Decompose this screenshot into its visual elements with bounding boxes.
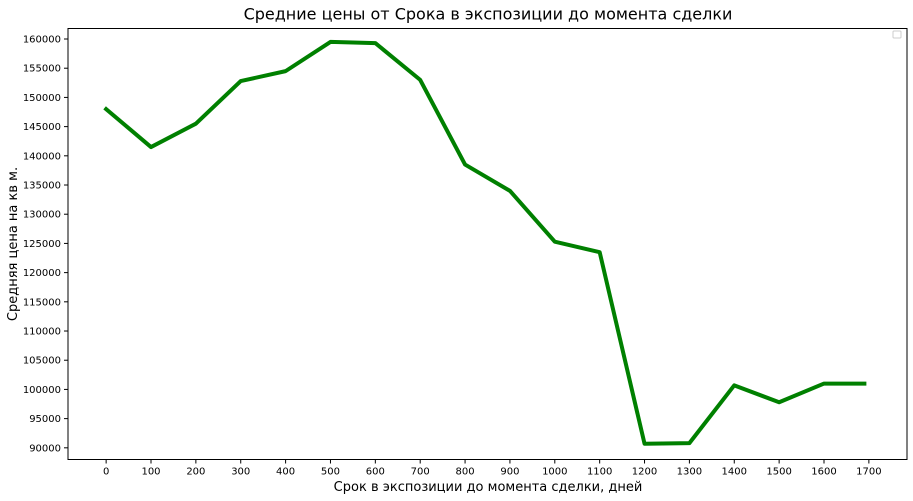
y-tick-label: 160000 — [23, 35, 61, 46]
x-tick-label: 1300 — [677, 467, 702, 478]
legend — [892, 30, 902, 39]
y-tick-label: 95000 — [29, 414, 61, 425]
x-tick-label: 600 — [366, 467, 385, 478]
x-tick-label: 800 — [456, 467, 475, 478]
chart-title: Средние цены от Срока в экспозиции до мо… — [244, 5, 733, 24]
data-point — [554, 241, 556, 243]
x-tick-label: 200 — [186, 467, 205, 478]
y-tick-label: 120000 — [23, 268, 61, 279]
data-point — [150, 146, 152, 148]
data-point — [644, 443, 646, 445]
data-point — [464, 164, 466, 166]
y-axis-label: Средняя цена на кв м. — [6, 167, 21, 321]
x-tick-label: 1700 — [856, 467, 881, 478]
y-tick-label: 105000 — [23, 356, 61, 367]
data-point — [823, 383, 825, 385]
data-point — [688, 442, 690, 444]
x-tick-label: 900 — [500, 467, 519, 478]
x-tick-label: 0 — [103, 467, 109, 478]
data-point — [240, 80, 242, 82]
x-tick-label: 400 — [276, 467, 295, 478]
x-tick-label: 500 — [321, 467, 340, 478]
y-tick-label: 100000 — [23, 385, 61, 396]
y-tick-label: 135000 — [23, 181, 61, 192]
data-point — [419, 79, 421, 81]
data-point — [599, 251, 601, 253]
x-tick-label: 300 — [231, 467, 250, 478]
data-point — [863, 383, 865, 385]
x-axis-label: Срок в экспозиции до момента сделки, дне… — [334, 480, 643, 495]
plot-frame — [67, 28, 908, 460]
x-tick-label: 1400 — [722, 467, 747, 478]
y-tick-label: 110000 — [23, 327, 61, 338]
y-tick-label: 115000 — [23, 297, 61, 308]
x-tick-label: 1000 — [542, 467, 567, 478]
x-tick-label: 1200 — [632, 467, 657, 478]
data-point — [374, 42, 376, 44]
data-point — [509, 190, 511, 192]
x-tick-label: 1100 — [587, 467, 612, 478]
data-point — [778, 401, 780, 403]
x-tick-label: 1600 — [811, 467, 836, 478]
series-layer — [103, 39, 867, 446]
y-axis-ticks: 90000 95000 100000 105000 110000 115000 120000… — [23, 35, 68, 454]
y-tick-label: 125000 — [23, 239, 61, 250]
data-point — [733, 384, 735, 386]
data-point — [285, 70, 287, 72]
y-tick-label: 145000 — [23, 122, 61, 133]
y-tick-label: 90000 — [29, 443, 61, 454]
y-tick-label: 140000 — [23, 151, 61, 162]
x-tick-label: 1500 — [766, 467, 791, 478]
x-tick-label: 700 — [411, 467, 430, 478]
x-axis-ticks: 0 100 200 300 400 500 600 700 800 900 1000 1100 1200… — [103, 459, 882, 478]
y-tick-label: 150000 — [23, 93, 61, 104]
series-line — [103, 39, 867, 446]
y-tick-label: 155000 — [23, 64, 61, 75]
data-point — [329, 41, 331, 43]
x-tick-label: 100 — [141, 467, 160, 478]
data-point — [105, 108, 107, 110]
data-point — [195, 123, 197, 125]
y-tick-label: 130000 — [23, 210, 61, 221]
